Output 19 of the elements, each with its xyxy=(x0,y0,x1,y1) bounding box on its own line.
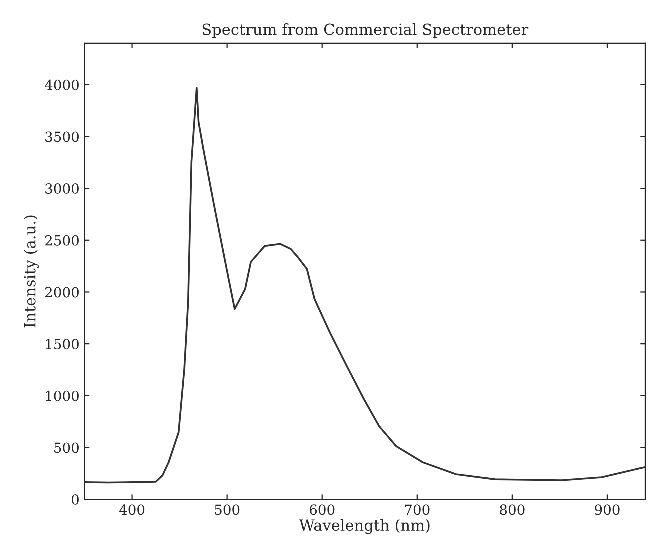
y-tick-label: 2500 xyxy=(45,235,79,246)
y-tick-label: 3000 xyxy=(46,184,79,194)
chart-title: Spectrum from Commercial Spectrometer xyxy=(202,24,529,38)
x-tick-label: 800 xyxy=(500,504,525,516)
y-tick-label: 0 xyxy=(72,494,79,506)
x-tick-label: 700 xyxy=(405,504,430,516)
x-tick-label: 500 xyxy=(215,504,240,516)
y-tick-label: 3500 xyxy=(46,132,79,142)
y-axis-title: Intensity (a.u.) xyxy=(24,216,39,328)
line-series xyxy=(84,87,646,484)
x-axis-title: Wavelength (nm) xyxy=(299,519,430,534)
y-tick-label: 4000 xyxy=(44,80,79,90)
x-tick-label: 600 xyxy=(310,504,335,516)
y-tick-label: 1500 xyxy=(46,339,79,350)
y-tick-label: 500 xyxy=(54,442,79,454)
x-tick-label: 400 xyxy=(119,504,145,516)
y-tick-label: 2000 xyxy=(45,287,79,298)
x-tick-label: 900 xyxy=(595,504,620,516)
y-tick-label: 1000 xyxy=(46,390,79,402)
